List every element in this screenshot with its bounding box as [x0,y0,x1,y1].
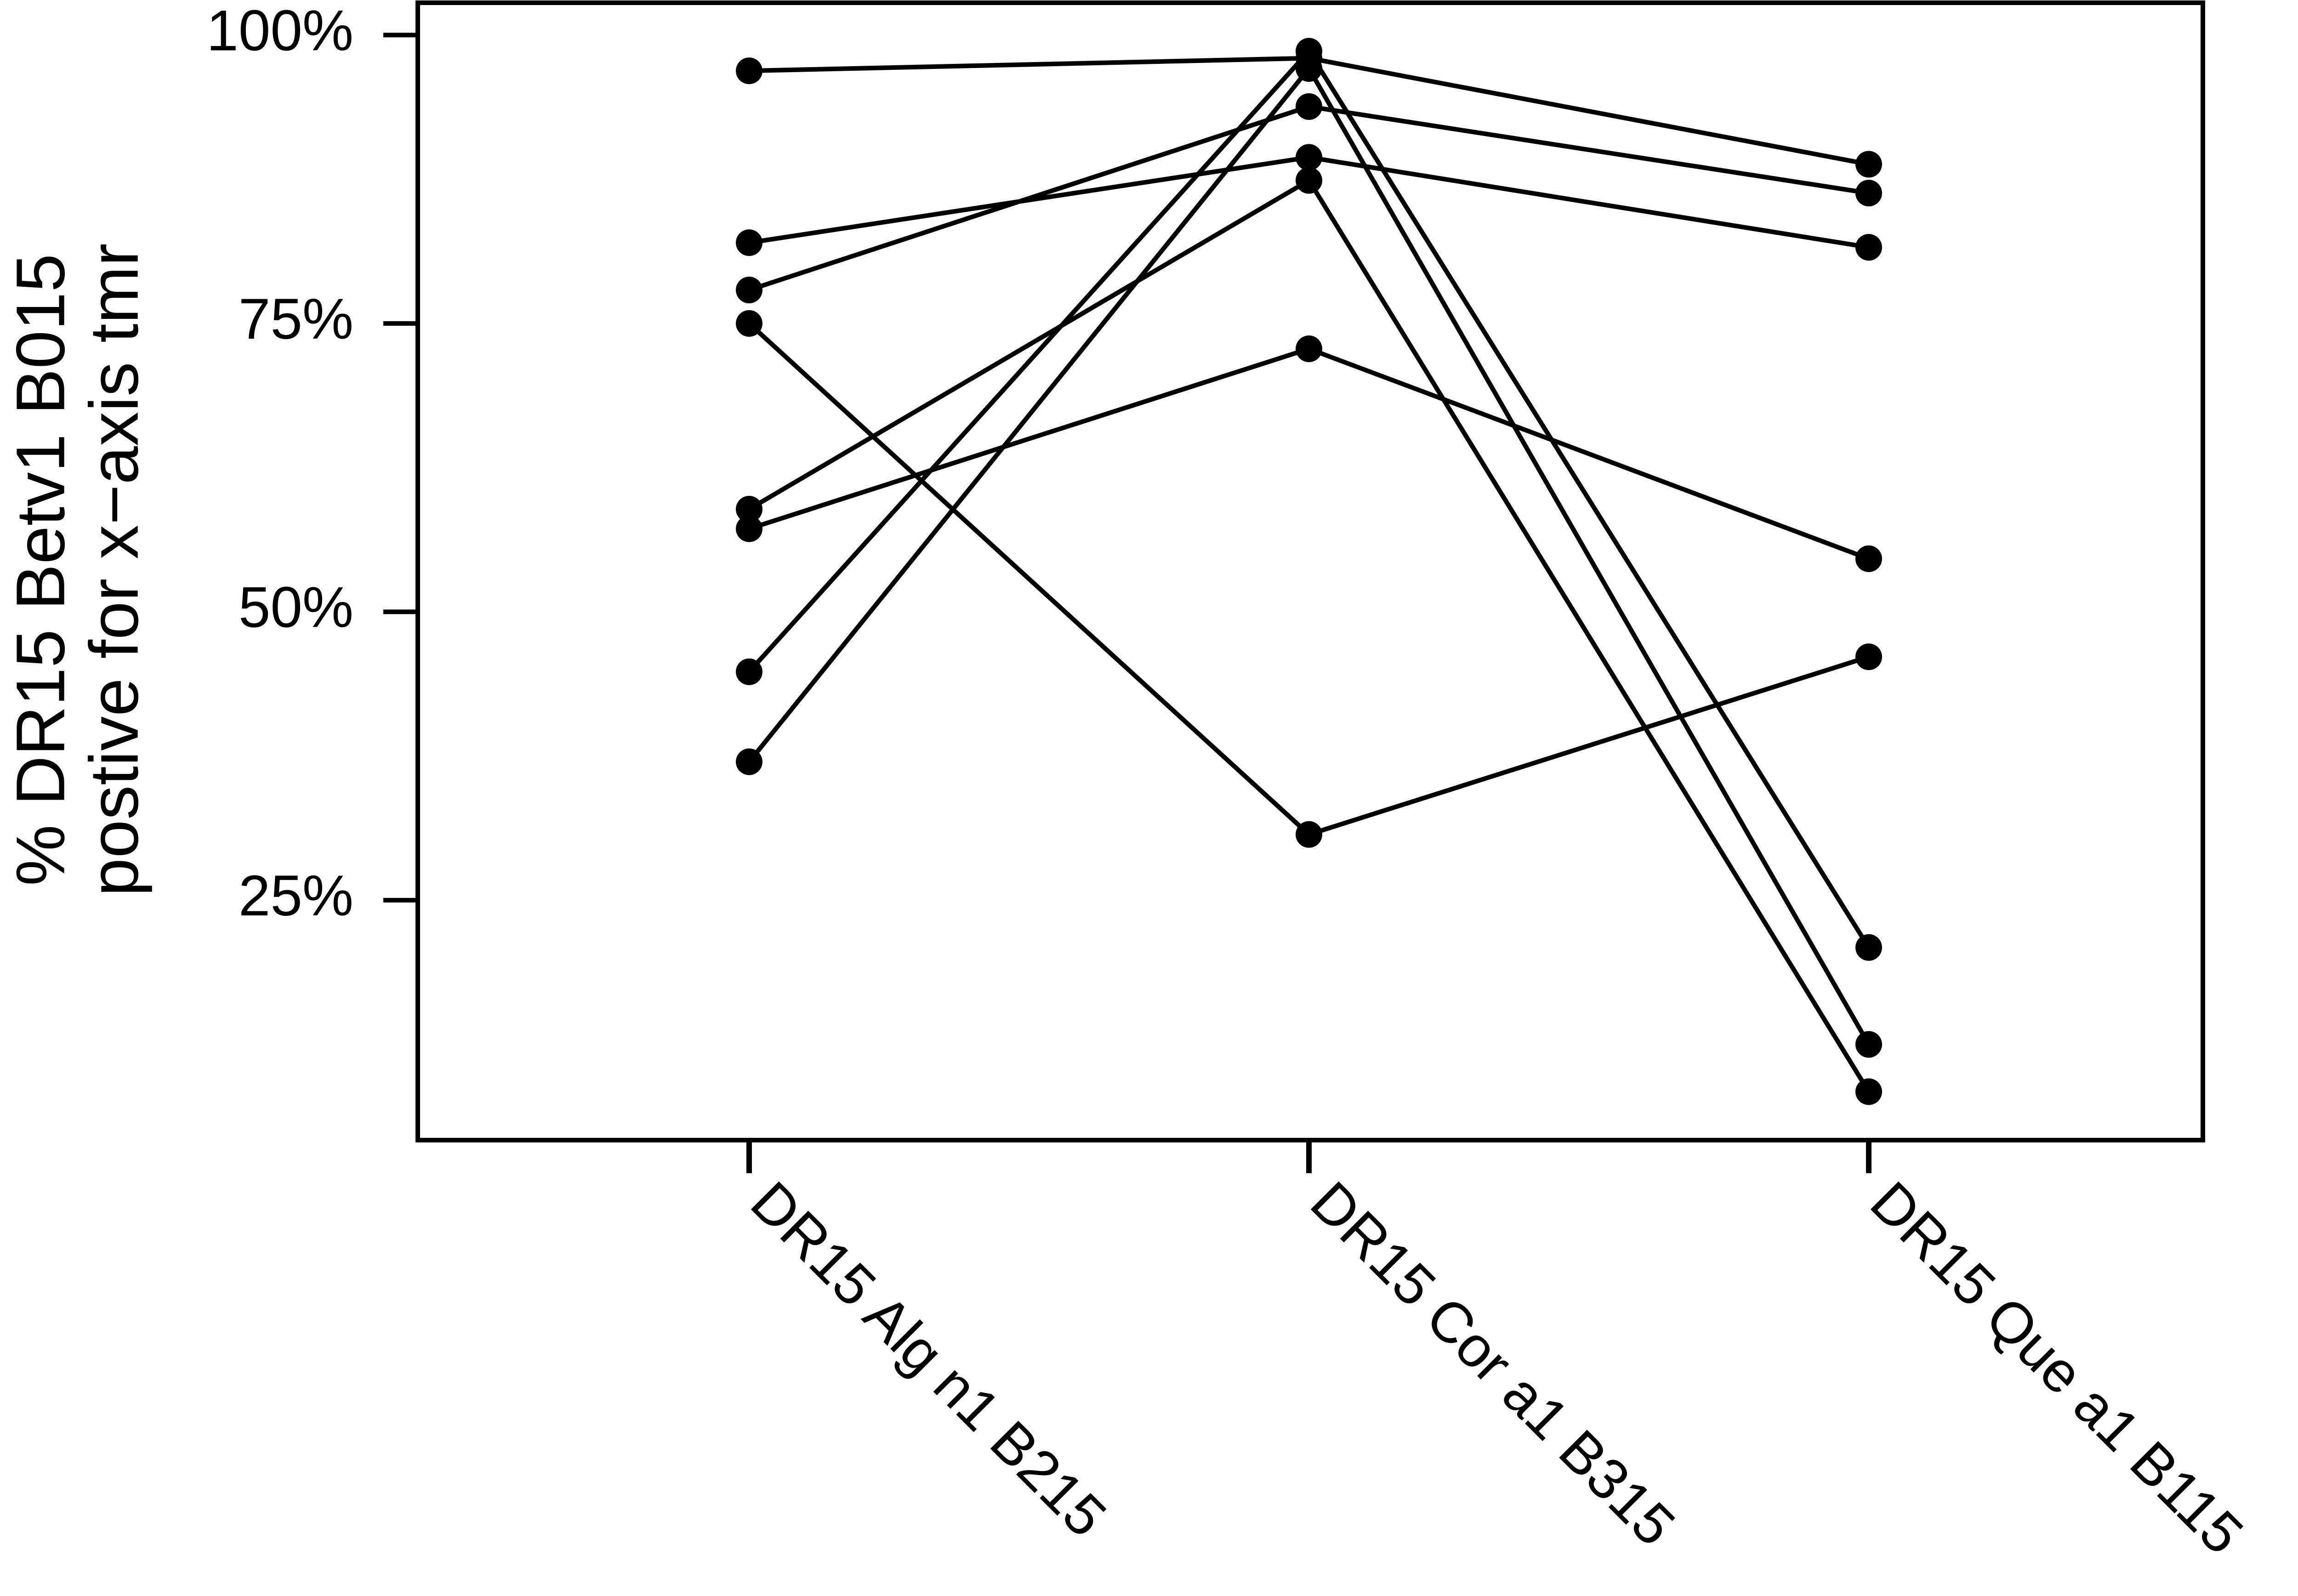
series-line [748,346,1870,561]
point [1855,180,1882,207]
y-axis-title: postive for x−axis tmr [75,243,153,896]
point [736,277,762,304]
x-tick-label: DR15 Que a1 B115 [1859,1170,2255,1566]
x-tick-label: DR15 Cor a1 B315 [1299,1170,1687,1558]
point [1296,55,1322,82]
point [1855,934,1882,961]
series-line [748,177,1871,1093]
point [1855,545,1882,572]
point [736,495,762,523]
point [1296,93,1322,120]
point [1855,234,1882,261]
y-tick-label: 25% [239,864,353,928]
y-axis-title: % DR15 Betv1 B015 [2,254,79,886]
y-tick-label: 50% [239,575,353,639]
point [1855,1031,1882,1058]
point [1296,821,1322,848]
point [1296,144,1322,171]
point [1855,1078,1882,1105]
point [1855,151,1882,178]
point [736,229,762,256]
point [1296,335,1322,363]
point [736,748,762,775]
y-tick-label: 75% [239,287,353,351]
point [736,515,762,542]
point [736,658,762,685]
series-line [747,322,1870,837]
point [736,310,762,337]
point [1855,643,1882,670]
x-tick-label: DR15 Alg n1 B215 [739,1170,1119,1549]
point [736,57,762,85]
point [1296,167,1322,194]
y-tick-label: 100% [206,0,353,62]
